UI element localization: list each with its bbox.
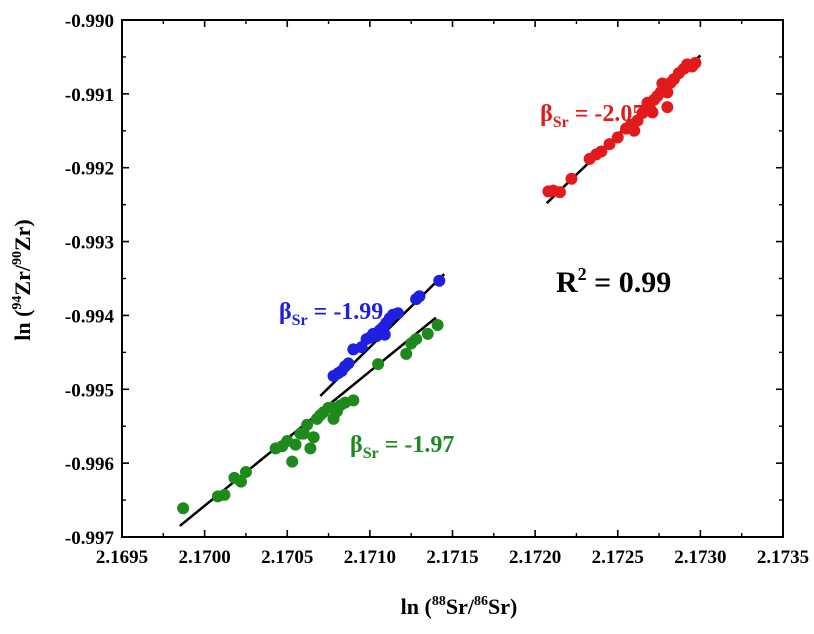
data-point — [378, 328, 391, 341]
beta-annotation: βSr = -1.97 — [350, 432, 454, 462]
beta-annotation: βSr = -1.99 — [279, 299, 383, 329]
data-point — [410, 333, 423, 346]
x-tick-label: 2.1735 — [757, 547, 809, 568]
y-tick-label: -0.992 — [65, 159, 114, 180]
x-tick-label: 2.1710 — [344, 547, 396, 568]
data-point — [239, 466, 252, 479]
data-point — [372, 358, 385, 371]
x-axis-ticks: 2.1695 2.1700 2.1705 2.1710 2.1715 2.1720 2.17… — [96, 20, 809, 568]
r-squared-annotation: R2 = 0.99 — [556, 264, 671, 299]
data-point — [595, 145, 608, 158]
x-tick-label: 2.1715 — [426, 547, 478, 568]
data-point — [218, 488, 231, 501]
plot-frame — [121, 19, 784, 538]
data-points — [177, 56, 702, 515]
plot-border — [121, 19, 784, 538]
data-point — [661, 86, 674, 99]
data-point — [603, 138, 616, 151]
annotations: βSr = -2.05 βSr = -1.99 βSr = -1.97 — [279, 101, 644, 462]
x-tick-label: 2.1705 — [261, 547, 313, 568]
y-tick-label: -0.997 — [65, 528, 115, 549]
x-tick-label: 2.1695 — [96, 547, 148, 568]
x-tick-label: 2.1700 — [179, 547, 231, 568]
data-point — [391, 307, 404, 320]
y-axis-title: ln (94Zr/90Zr) — [10, 219, 35, 341]
data-point — [661, 101, 674, 114]
data-point — [421, 327, 434, 340]
data-point — [413, 290, 426, 303]
y-tick-label: -0.993 — [65, 233, 114, 254]
data-point — [289, 438, 302, 451]
data-point — [301, 418, 314, 431]
data-point — [177, 502, 190, 515]
y-tick-label: -0.990 — [65, 11, 114, 32]
data-point — [307, 431, 320, 444]
y-axis-ticks: -0.990 -0.991 -0.992 -0.993 -0.994 -0.995 -0.9… — [65, 11, 783, 549]
data-point — [347, 394, 360, 407]
x-axis-title: ln (88Sr/86Sr) — [401, 594, 518, 619]
x-tick-label: 2.1725 — [592, 547, 644, 568]
x-tick-label: 2.1720 — [509, 547, 561, 568]
data-point — [304, 442, 317, 455]
data-point — [553, 186, 566, 199]
data-point — [431, 319, 444, 332]
data-point — [433, 274, 446, 287]
y-tick-label: -0.991 — [65, 85, 114, 106]
data-point — [565, 172, 578, 185]
data-point — [342, 357, 355, 370]
y-tick-label: -0.994 — [65, 306, 115, 327]
data-point — [656, 77, 669, 90]
beta-annotation: βSr = -2.05 — [540, 101, 644, 131]
data-point — [286, 455, 299, 468]
data-point — [689, 56, 702, 69]
data-point — [628, 124, 641, 137]
data-point — [646, 106, 659, 119]
data-point — [234, 475, 247, 488]
data-point — [400, 347, 413, 360]
data-point — [611, 131, 624, 144]
x-tick-label: 2.1730 — [674, 547, 726, 568]
y-tick-label: -0.995 — [65, 380, 114, 401]
y-tick-label: -0.996 — [65, 454, 114, 475]
